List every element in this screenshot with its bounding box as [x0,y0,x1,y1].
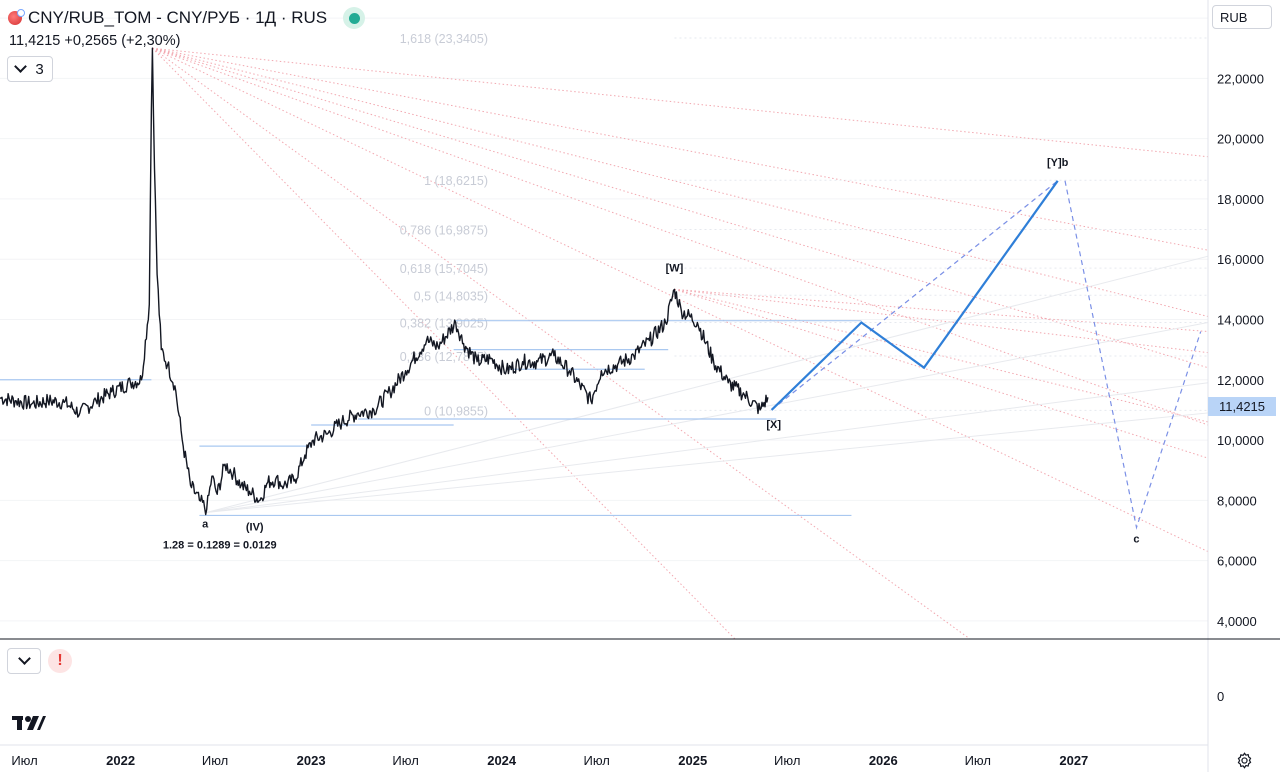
wave-label: [Y]b [1047,157,1069,169]
y-tick-label: 6,0000 [1217,554,1257,569]
y-tick-label: 18,0000 [1217,192,1264,207]
y-tick-label: 4,0000 [1217,614,1257,629]
x-tick-label: 2022 [106,753,135,768]
chart-header: CNY/RUB_TOM - CNY/РУБ · 1Д · RUS [8,6,366,30]
y-axis: 24,000022,000020,000018,000016,000014,00… [1217,11,1264,629]
x-tick-label: Июл [202,753,228,768]
price-series [0,47,769,516]
fan-line [152,47,1209,317]
x-tick-label: 2024 [487,753,517,768]
y-tick-label: 20,0000 [1217,132,1264,147]
fib-level-label: 0,786 (16,9875) [400,223,488,237]
wave-label: [W] [666,262,684,274]
fan-line [674,288,1209,459]
alert-icon[interactable]: ! [48,649,72,673]
tradingview-logo-icon[interactable] [12,713,46,733]
projection-dashed-line [1064,180,1202,530]
horizontal-grid [0,17,1208,622]
price-line [0,47,769,516]
projection-dashed-line [771,180,1059,411]
x-tick-label: Июл [11,753,37,768]
fan-line [206,412,1209,513]
fan-line [152,47,1209,158]
fan-line [152,47,971,640]
y-tick-label: 16,0000 [1217,252,1264,267]
x-tick-label: Июл [774,753,800,768]
x-axis: Июл 2022 Июл 2023 Июл 2024 Июл 2025 Июл 2026 Июл 20… [11,753,1088,768]
projection-wave-line [770,180,1059,411]
fan-line [152,47,1209,426]
price-quote: 11,4215 +0,2565 (+2,30%) [9,33,181,49]
fan-line [206,255,1209,513]
y-tick-label: 8,0000 [1217,493,1257,508]
fib-level-label: 0,5 (14,8035) [414,289,488,303]
y-tick-label: 12,0000 [1217,373,1264,388]
x-tick-label: Июл [583,753,609,768]
fibonacci-fan-lines [152,47,1209,640]
chevron-down-icon [14,60,28,73]
x-tick-label: 2026 [869,753,898,768]
symbol-flag-icon [8,9,25,25]
fan-line [206,382,1209,513]
wave-label: c [1133,534,1139,546]
indicators-toggle-button[interactable]: 3 [7,56,53,82]
y-tick-label: 14,0000 [1217,313,1264,328]
fan-line [206,322,1209,513]
x-tick-label: 2023 [297,753,326,768]
wave-labels: a (IV) 1.28 = 0.1289 = 0.0129 [W] [X] [Y]b c [163,157,1140,552]
x-tick-label: Июл [392,753,418,768]
y-tick-label: 22,0000 [1217,71,1264,86]
wave-label: 1.28 = 0.1289 = 0.0129 [163,540,277,552]
fib-level-label: 0,618 (15,7045) [400,262,488,276]
chevron-down-icon [17,652,31,665]
wave-label: a [202,518,209,530]
current-price-tag: 11,4215 [1208,397,1276,416]
wave-label: [X] [766,419,781,431]
market-status-icon[interactable] [343,7,366,29]
fan-line [152,47,1209,553]
sub-pane-zero-label: 0 [1217,689,1225,704]
symbol-title[interactable]: CNY/RUB_TOM - CNY/РУБ · 1Д · RUS [28,8,328,27]
fib-level-label: 1 (18,6215) [424,174,488,188]
fan-line [674,288,1209,333]
x-tick-label: Июл [965,753,991,768]
fan-line [674,288,1209,354]
fib-level-label: 0 (10,9855) [424,404,488,418]
x-tick-label: 2025 [678,753,707,768]
currency-button[interactable]: RUB [1212,5,1272,29]
fan-line [152,47,1209,251]
pane-collapse-button[interactable] [7,648,41,674]
wave-label: (IV) [246,521,264,533]
y-tick-label: 10,0000 [1217,433,1264,448]
indicator-count: 3 [35,60,44,78]
wave-projection [770,180,1202,530]
x-tick-label: 2027 [1059,753,1088,768]
fib-level-label: 0,382 (13,9025) [400,316,488,330]
fib-level-label: 1,618 (23,3405) [400,32,488,46]
gear-icon[interactable] [1236,752,1253,769]
fibonacci-levels: 1,618 (23,3405) 1 (18,6215) 0,786 (16,9875… [400,32,1208,418]
